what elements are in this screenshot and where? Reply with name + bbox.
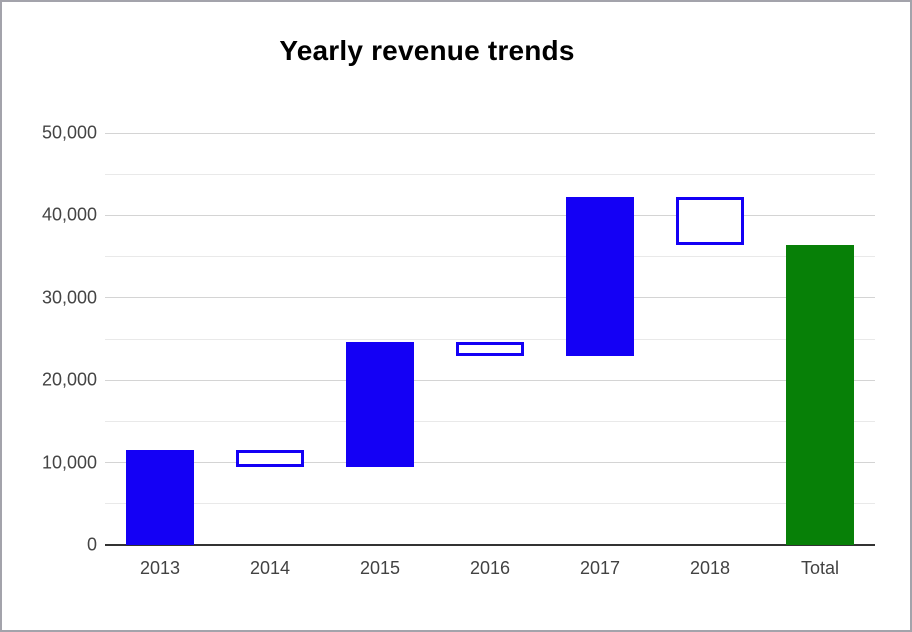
x-axis-label-2016: 2016 bbox=[469, 558, 511, 578]
gridline-minor bbox=[105, 256, 875, 258]
bar-2015[interactable] bbox=[346, 342, 414, 467]
y-axis-tick-label: 20,000 bbox=[41, 369, 97, 390]
gridline-major bbox=[105, 379, 875, 381]
x-axis-label-2015: 2015 bbox=[359, 558, 401, 578]
bar-2013[interactable] bbox=[126, 450, 194, 545]
x-axis-label-total: Total bbox=[800, 558, 840, 578]
gridline-major bbox=[105, 297, 875, 299]
y-axis-tick-label: 50,000 bbox=[41, 122, 97, 143]
y-axis-tick-label: 40,000 bbox=[41, 204, 97, 225]
gridline-major bbox=[105, 132, 875, 134]
x-axis-line bbox=[105, 544, 875, 546]
bar-2018[interactable] bbox=[676, 197, 744, 246]
x-axis-label-2017: 2017 bbox=[579, 558, 621, 578]
gridline-minor bbox=[105, 338, 875, 340]
x-axis-label-2018: 2018 bbox=[689, 558, 731, 578]
gridline-major bbox=[105, 462, 875, 464]
gridline-minor bbox=[105, 173, 875, 175]
bar-total[interactable] bbox=[786, 245, 854, 545]
x-axis-label-2013: 2013 bbox=[139, 558, 181, 578]
x-axis-label-2014: 2014 bbox=[249, 558, 291, 578]
y-axis-tick-label: 10,000 bbox=[41, 452, 97, 473]
chart-title: Yearly revenue trends bbox=[279, 35, 575, 66]
gridline-minor bbox=[105, 503, 875, 505]
bar-2016[interactable] bbox=[456, 342, 524, 357]
bar-2017[interactable] bbox=[566, 197, 634, 357]
bar-2014[interactable] bbox=[236, 450, 304, 467]
y-axis-tick-label: 30,000 bbox=[41, 287, 97, 308]
gridline-minor bbox=[105, 420, 875, 422]
y-axis-tick-label: 0 bbox=[86, 534, 97, 555]
gridline-major bbox=[105, 214, 875, 216]
